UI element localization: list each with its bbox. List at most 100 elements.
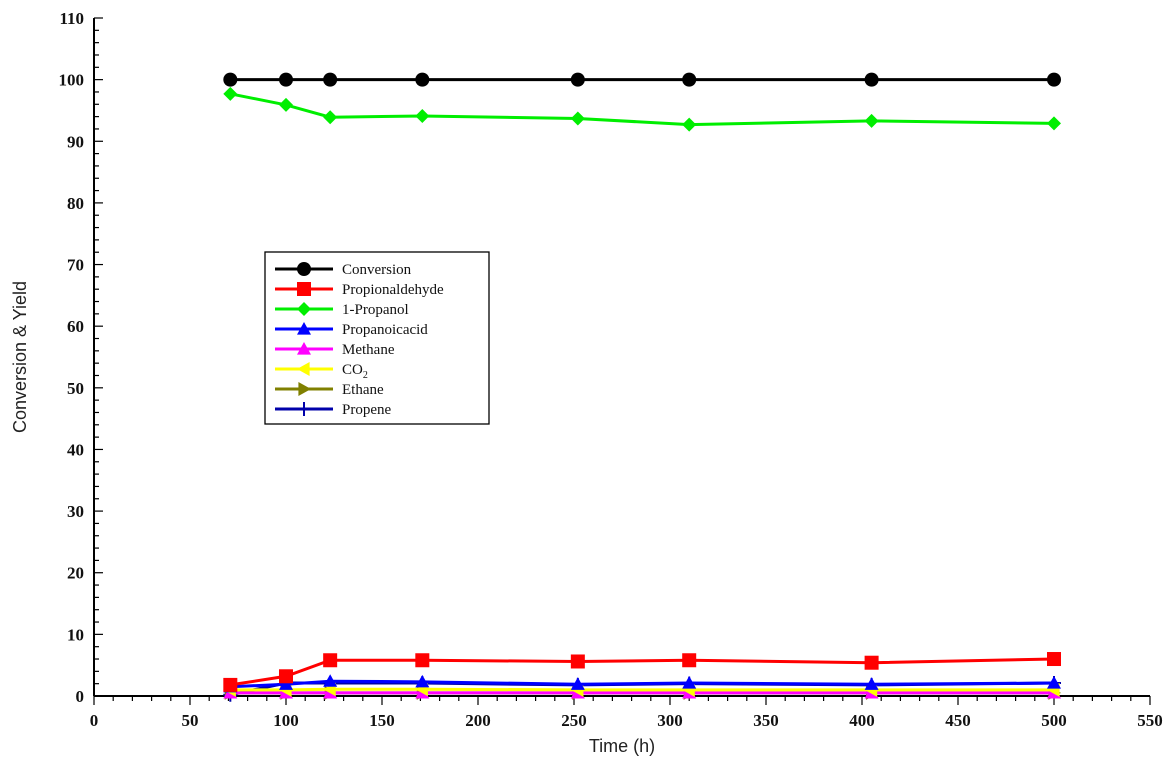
legend-label: Propene [342, 402, 391, 418]
legend-label: Propanoicacid [342, 322, 428, 338]
x-tick-label: 200 [465, 711, 491, 730]
data-point [1047, 676, 1061, 689]
x-tick-label: 150 [369, 711, 395, 730]
y-axis-title: Conversion & Yield [10, 281, 30, 433]
y-tick-label: 30 [67, 502, 84, 521]
y-tick-label: 10 [67, 625, 84, 644]
legend-item: Methane [275, 342, 395, 358]
legend-label: CO2 [342, 362, 368, 381]
data-point [682, 72, 697, 87]
data-point [323, 674, 338, 687]
data-point [415, 674, 430, 688]
legend-label-main: Propionaldehyde [342, 282, 444, 298]
legend-item: Ethane [275, 382, 384, 398]
data-point [279, 677, 293, 690]
legend-label-main: Propene [342, 402, 391, 418]
data-point [1047, 72, 1061, 87]
data-point [682, 653, 697, 668]
legend-marker [297, 282, 311, 296]
data-point [570, 677, 585, 690]
y-tick-label: 110 [59, 9, 84, 28]
x-tick-label: 300 [657, 711, 683, 730]
series-1-propanol [223, 86, 1061, 132]
y-tick-label: 60 [67, 317, 84, 336]
legend-label-main: Methane [342, 342, 395, 358]
legend-label-main: Conversion [342, 262, 412, 278]
data-point [1047, 116, 1061, 131]
y-tick-label: 100 [59, 71, 85, 90]
legend-item: 1-Propanol [275, 302, 409, 318]
data-point [223, 86, 238, 101]
y-tick-label: 20 [67, 564, 84, 583]
x-tick-label: 550 [1137, 711, 1163, 730]
x-tick-label: 350 [753, 711, 779, 730]
series-line [230, 92, 1055, 127]
data-point [415, 72, 430, 87]
legend-item: Propanoicacid [275, 322, 428, 338]
y-tick-label: 0 [76, 687, 85, 706]
series-conversion [223, 72, 1061, 87]
data-point [864, 677, 879, 690]
legend-label: Propionaldehyde [342, 282, 444, 298]
legend-label-subscript: 2 [363, 370, 368, 381]
legend-label-main: CO [342, 362, 363, 378]
legend-label-main: Ethane [342, 382, 384, 398]
legend-label-main: Propanoicacid [342, 322, 428, 338]
legend-marker [297, 302, 311, 316]
legend-item: CO2 [275, 362, 368, 381]
series-layer [223, 72, 1061, 702]
data-point [279, 97, 293, 112]
y-tick-label: 50 [67, 379, 84, 398]
legend-marker [297, 402, 311, 416]
legend-item: Propene [275, 402, 391, 418]
legend-marker [297, 342, 311, 355]
legend-marker [297, 262, 311, 276]
data-point [864, 655, 879, 670]
legend-label: Methane [342, 342, 395, 358]
data-point [682, 676, 697, 689]
x-tick-label: 50 [182, 711, 199, 730]
y-tick-label: 40 [67, 440, 84, 459]
data-point [323, 653, 338, 668]
legend-label: Ethane [342, 382, 384, 398]
data-point [864, 72, 879, 87]
x-tick-label: 0 [90, 711, 99, 730]
series-propionaldehyde [223, 652, 1061, 692]
data-point [570, 72, 585, 87]
data-point [415, 653, 430, 668]
data-point [223, 677, 238, 692]
y-tick-label: 80 [67, 194, 84, 213]
data-point [1047, 652, 1061, 667]
y-tick-label: 70 [67, 256, 84, 275]
data-point [279, 669, 293, 684]
legend-marker [297, 322, 311, 335]
x-tick-label: 450 [945, 711, 971, 730]
data-point [323, 72, 338, 87]
data-point [864, 113, 879, 128]
x-tick-label: 100 [273, 711, 299, 730]
data-point [570, 654, 585, 669]
series-line [230, 657, 1055, 687]
legend-item: Propionaldehyde [275, 282, 444, 298]
legend-label-main: 1-Propanol [342, 302, 409, 318]
x-tick-label: 250 [561, 711, 587, 730]
legend-marker [298, 382, 311, 396]
legend-box [264, 251, 490, 425]
data-point [223, 72, 238, 87]
series-line [230, 687, 1054, 692]
x-axis-title: Time (h) [589, 736, 655, 756]
legend-marker [297, 362, 310, 376]
legend-label: 1-Propanol [342, 302, 409, 318]
data-point [323, 110, 338, 125]
legend-item: Conversion [275, 262, 412, 278]
data-point [570, 111, 585, 126]
x-tick-label: 500 [1041, 711, 1067, 730]
series-line [230, 679, 1055, 689]
y-tick-label: 90 [67, 132, 84, 151]
legend-label: Conversion [342, 262, 412, 278]
data-point [682, 117, 697, 132]
legend: Conversion Propionaldehyde 1-Propanol Propa… [264, 251, 490, 425]
data-point [415, 109, 430, 124]
